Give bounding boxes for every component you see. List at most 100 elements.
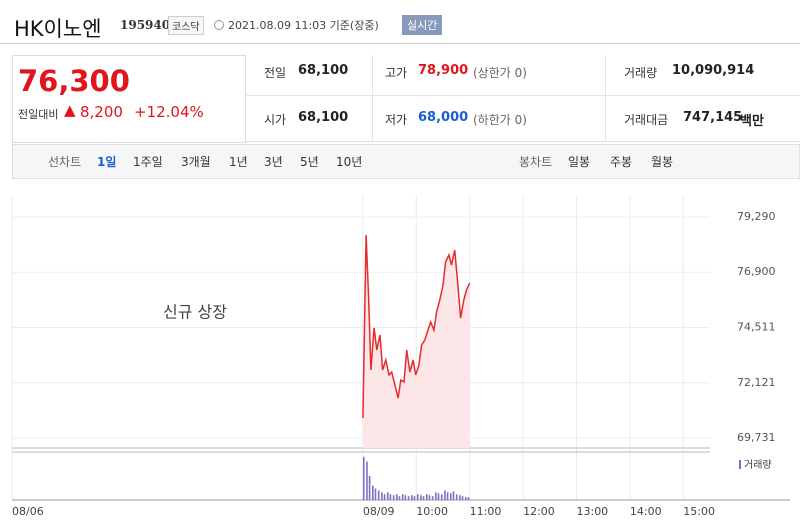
col-divider bbox=[605, 55, 606, 141]
stat-label: 고가 bbox=[385, 66, 408, 80]
market-badge: 코스닥 bbox=[168, 16, 204, 35]
volume-bar bbox=[381, 492, 383, 500]
volume-bar bbox=[444, 490, 446, 500]
annotation: 신규 상장 bbox=[163, 303, 227, 322]
x-tick-label: 15:00 bbox=[683, 505, 715, 518]
tab[interactable]: 월봉 bbox=[651, 155, 674, 169]
stat-unit: 백만 bbox=[740, 114, 764, 129]
tab[interactable]: 3년 bbox=[264, 155, 283, 169]
volume-bar bbox=[446, 492, 449, 500]
clock-icon bbox=[214, 20, 224, 30]
volume-bar bbox=[416, 494, 419, 500]
current-price: 76,300 bbox=[18, 64, 130, 98]
stat-label: 거래량 bbox=[624, 66, 658, 80]
tab[interactable]: 1일 bbox=[97, 155, 117, 169]
divider bbox=[0, 43, 800, 44]
volume-bar bbox=[372, 485, 374, 500]
volume-bar bbox=[464, 497, 467, 500]
stat-value: 10,090,914 bbox=[672, 63, 755, 78]
legend-label: 거래량 bbox=[744, 459, 772, 471]
volume-bar bbox=[455, 494, 458, 500]
volume-bar bbox=[374, 488, 377, 500]
volume-bar bbox=[428, 495, 431, 500]
volume-bar bbox=[467, 497, 470, 500]
volume-bar bbox=[383, 494, 386, 500]
volume-bar bbox=[362, 456, 365, 500]
tab-group-label: 선차트 bbox=[48, 155, 82, 169]
volume-bar bbox=[420, 495, 422, 500]
volume-bar bbox=[437, 493, 440, 500]
volume-bar bbox=[401, 494, 404, 500]
y-tick-label: 74,511 bbox=[737, 320, 776, 333]
volume-bar bbox=[404, 495, 407, 500]
y-tick-label: 79,290 bbox=[737, 210, 776, 223]
tab-bar bbox=[12, 144, 800, 179]
stat-value: 68,000 bbox=[418, 110, 469, 125]
stat-note: (하한가 0) bbox=[473, 113, 527, 127]
timestamp: 2021.08.09 11:03 기준(장중) bbox=[228, 19, 379, 32]
volume-bar bbox=[422, 496, 425, 500]
tab[interactable]: 1주일 bbox=[133, 155, 163, 169]
stat-value: 78,900 bbox=[418, 63, 469, 78]
change: 8,200 bbox=[80, 103, 123, 121]
volume-bar bbox=[459, 495, 461, 500]
x-tick-label: 10:00 bbox=[416, 505, 448, 518]
x-tick-label: 13:00 bbox=[576, 505, 608, 518]
tab[interactable]: 3개월 bbox=[181, 155, 211, 169]
volume-bar bbox=[461, 496, 464, 500]
stock-code: 195940 bbox=[120, 18, 171, 32]
stat-label: 저가 bbox=[385, 113, 408, 127]
volume-bar bbox=[452, 491, 455, 500]
volume-bar bbox=[366, 461, 368, 500]
volume-bar bbox=[407, 496, 410, 500]
volume-bar bbox=[411, 495, 413, 500]
volume-bar bbox=[398, 496, 401, 500]
x-tick-label: 11:00 bbox=[470, 505, 502, 518]
x-tick-label: 08/09 bbox=[363, 505, 395, 518]
change-label: 전일대비 bbox=[18, 108, 59, 121]
price-line bbox=[362, 234, 471, 419]
stock-name: HK이노엔 bbox=[14, 17, 102, 41]
stat-value: 747,145 bbox=[683, 110, 743, 125]
volume-bar bbox=[389, 494, 392, 500]
volume-bar bbox=[425, 494, 428, 500]
stat-value: 68,100 bbox=[298, 63, 349, 78]
volume-bar bbox=[386, 492, 389, 500]
tab[interactable]: 주봉 bbox=[610, 155, 633, 169]
volume-bar bbox=[392, 495, 395, 500]
legend-swatch bbox=[739, 460, 741, 469]
tab[interactable]: 일봉 bbox=[568, 155, 591, 169]
volume-bar bbox=[396, 494, 398, 500]
stat-value: 68,100 bbox=[298, 110, 349, 125]
volume-bar bbox=[431, 496, 434, 500]
row-divider bbox=[245, 141, 800, 142]
stat-label: 전일 bbox=[264, 66, 287, 80]
up-arrow: ▲ bbox=[64, 101, 76, 119]
change-pct: +12.04% bbox=[134, 103, 204, 121]
volume-bar bbox=[449, 493, 452, 500]
tab[interactable]: 1년 bbox=[229, 155, 248, 169]
volume-bar bbox=[440, 494, 443, 500]
stat-note: (상한가 0) bbox=[473, 66, 527, 80]
quote-box bbox=[12, 55, 246, 143]
x-tick-label: 14:00 bbox=[630, 505, 662, 518]
volume-bar bbox=[435, 492, 437, 500]
y-tick-label: 72,121 bbox=[737, 376, 776, 389]
tab[interactable]: 10년 bbox=[336, 155, 363, 169]
tab[interactable]: 5년 bbox=[300, 155, 319, 169]
volume-bar bbox=[368, 476, 371, 500]
volume-bar bbox=[377, 490, 380, 500]
x-tick-label: 08/06 bbox=[12, 505, 44, 518]
volume-bar bbox=[413, 496, 416, 500]
stat-label: 거래대금 bbox=[624, 113, 669, 127]
tab-group-label: 봉차트 bbox=[519, 155, 553, 169]
realtime-button[interactable]: 실시간 bbox=[402, 15, 443, 35]
y-tick-label: 69,731 bbox=[737, 431, 776, 444]
stat-label: 시가 bbox=[264, 113, 287, 127]
y-tick-label: 76,900 bbox=[737, 265, 776, 278]
x-tick-label: 12:00 bbox=[523, 505, 555, 518]
col-divider bbox=[372, 55, 373, 141]
row-divider bbox=[245, 95, 800, 96]
